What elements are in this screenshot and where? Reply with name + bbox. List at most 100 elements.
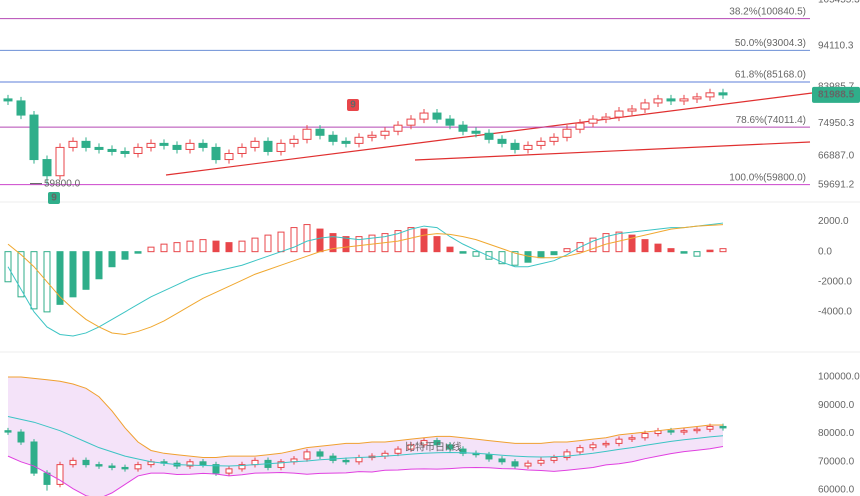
macd-bar (602, 233, 610, 253)
candle-body (576, 447, 584, 453)
macd-bar (706, 249, 714, 253)
macd-bar (355, 236, 363, 253)
candle-body (108, 465, 116, 468)
macd-bar (641, 239, 649, 253)
candle-body (615, 438, 623, 444)
candle-body (445, 118, 455, 126)
macd-bar (524, 251, 532, 263)
candle-body (666, 98, 676, 102)
candle-body (471, 130, 481, 134)
macd-bar (420, 228, 428, 253)
candle-body (354, 136, 364, 144)
macd-bar (160, 243, 168, 253)
candle-body (211, 146, 221, 161)
candle-body (238, 464, 246, 470)
macd-bar (17, 251, 25, 298)
candle-body (69, 459, 77, 466)
macd-bar (628, 234, 636, 253)
macd-bar (56, 251, 64, 305)
fib-label: 100.0%(59800.0) (729, 172, 806, 183)
candle-body (484, 132, 494, 140)
candle-body (628, 437, 636, 440)
price-tag (812, 86, 860, 103)
candle-body (341, 140, 351, 144)
candle-body (433, 440, 441, 446)
y-tick-label: 80000.0 (818, 428, 855, 439)
candle-body (550, 457, 558, 461)
macd-bar (264, 234, 272, 253)
y-tick-label: 0.0 (818, 246, 832, 257)
candle-body (16, 100, 26, 116)
band-line (7, 416, 724, 467)
candle-body (185, 142, 195, 150)
candle-body (250, 140, 260, 148)
y-tick-label: 90000.0 (818, 400, 855, 411)
macd-bar (225, 242, 233, 253)
candle-body (159, 142, 169, 146)
candle-body (575, 122, 585, 130)
candle-body (536, 140, 546, 146)
candle-body (601, 116, 611, 120)
signal-marker-label: 9 (51, 193, 57, 204)
candle-body (692, 96, 702, 100)
candle-body (393, 124, 403, 132)
macd-bar (407, 227, 415, 253)
candle-body (458, 124, 468, 132)
candle-body (549, 136, 559, 142)
candle-body (263, 140, 273, 152)
macd-bar (329, 233, 337, 253)
trend-line (414, 141, 811, 161)
macd-bar (472, 251, 480, 257)
candle-body (329, 455, 337, 461)
macd-bar (30, 251, 38, 310)
y-tick-label: 2000.0 (818, 216, 849, 227)
macd-bar (108, 251, 116, 268)
candle-body (3, 98, 13, 102)
macd-bar (563, 248, 571, 253)
candle-body (680, 430, 688, 433)
candle-body (667, 430, 675, 433)
macd-bar (277, 231, 285, 253)
candle-body (537, 459, 545, 464)
candle-body (719, 425, 727, 429)
macd-bar (82, 251, 90, 290)
candle-body (498, 458, 506, 463)
candle-body (68, 140, 78, 148)
candle-body (107, 148, 117, 152)
macd-bar (186, 240, 194, 253)
candle-body (406, 118, 416, 126)
candle-body (303, 451, 311, 460)
candle-body (95, 464, 103, 467)
y-tick-label: 59691.2 (818, 180, 855, 191)
macd-bar (121, 251, 129, 260)
signal-marker-label: 9 (350, 100, 356, 111)
candle-body (614, 110, 624, 118)
y-tick-label: 60000.0 (818, 485, 855, 496)
macd-bar (654, 243, 662, 253)
macd-bar (290, 227, 298, 253)
macd-line (7, 222, 724, 337)
candle-body (446, 444, 454, 450)
candle-body (485, 454, 493, 460)
candle-body (367, 134, 377, 138)
macd-bar (303, 224, 311, 253)
macd-bar (342, 236, 350, 253)
macd-bar (134, 251, 142, 254)
candle-body (4, 430, 12, 433)
candle-body (641, 433, 649, 439)
macd-bar (446, 246, 454, 253)
y-tick-label: 66887.0 (818, 151, 855, 162)
y-tick-label: 74950.3 (818, 118, 855, 129)
candle-body (705, 92, 715, 98)
y-tick-label: 100000.0 (818, 372, 860, 383)
candle-body (17, 431, 25, 443)
candle-body (562, 128, 572, 138)
candle-body (134, 464, 142, 470)
candle-body (146, 142, 156, 148)
fib-label: 78.6%(74011.4) (736, 115, 806, 126)
candle-body (94, 146, 104, 150)
candle-body (328, 134, 338, 142)
signal-marker (48, 192, 60, 204)
y-tick-label: 94110.3 (818, 41, 854, 52)
